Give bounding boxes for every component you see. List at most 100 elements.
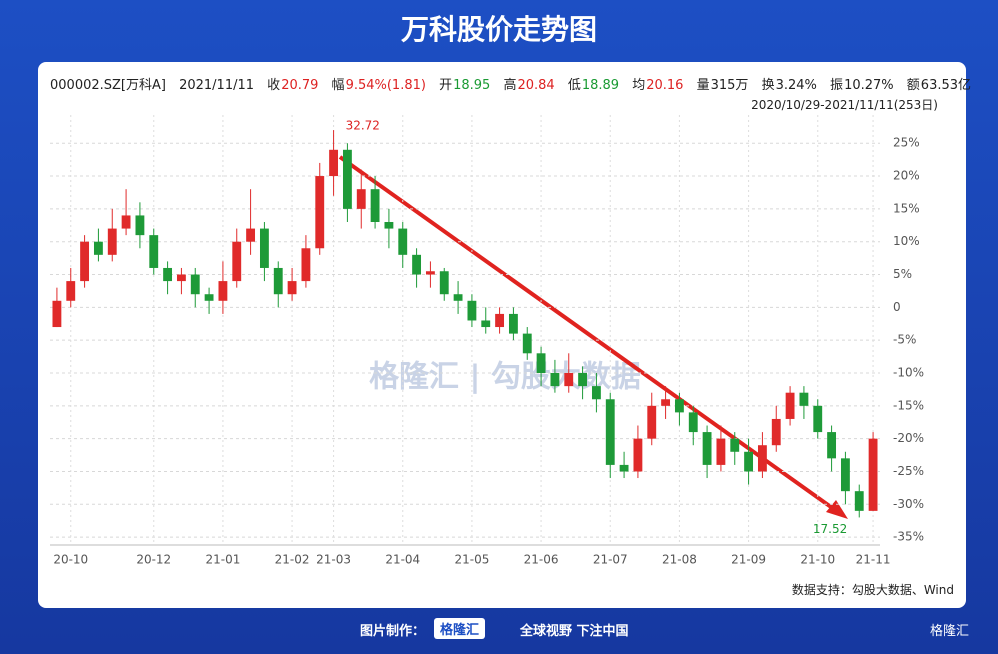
info: 换: [761, 78, 775, 93]
x-tick-label: 21-05: [454, 553, 489, 567]
candle-body: [135, 215, 145, 236]
info: 20.84: [517, 78, 555, 93]
candle-body: [329, 149, 339, 177]
candle-body: [522, 333, 532, 354]
y-tick-label: 15%: [893, 201, 920, 215]
candle-body: [66, 281, 76, 301]
candle-body: [342, 149, 352, 209]
candle-body: [204, 294, 214, 301]
x-tick-label: 21-06: [524, 553, 559, 567]
source: 数据支持：勾股大数据、Wind: [791, 583, 954, 597]
y-tick-label: -20%: [893, 431, 924, 445]
candle-body: [232, 241, 242, 282]
x-tick-label: 21-07: [593, 553, 628, 567]
y-tick-label: -25%: [893, 464, 924, 478]
candle-body: [840, 458, 850, 492]
info: 高: [503, 78, 517, 93]
candle-body: [564, 373, 574, 387]
candle-body: [605, 399, 615, 465]
candle-body: [854, 491, 864, 511]
brand: 格隆汇: [434, 618, 486, 639]
info: 低: [567, 78, 581, 93]
x-tick-label: 20-12: [136, 553, 171, 567]
candle-body: [716, 438, 726, 465]
candle-body: [176, 274, 186, 282]
info: 额: [906, 78, 920, 93]
info: 幅: [331, 78, 345, 93]
info: 000002.SZ[万科A]: [50, 78, 166, 93]
candle-body: [52, 300, 62, 328]
candle-body: [467, 300, 477, 321]
info: 18.89: [581, 78, 620, 93]
candle-body: [287, 281, 297, 295]
y-tick-label: -5%: [893, 333, 916, 347]
candle-body: [827, 432, 837, 459]
x-tick-label: 21-11: [856, 553, 891, 567]
trend-arrow: [338, 155, 840, 514]
candle-body: [799, 392, 809, 406]
made-by: 图片制作：: [360, 624, 426, 639]
candle-body: [107, 228, 117, 255]
date-range: 2020/10/29-2021/11/11(253日): [751, 98, 938, 112]
candle-body: [356, 189, 366, 209]
y-tick-label: 20%: [893, 169, 920, 183]
y-tick-label: 25%: [893, 136, 920, 150]
candle-body: [813, 405, 823, 433]
info: 315万: [710, 78, 749, 93]
slogan: 全球视野 下注中国: [520, 624, 629, 639]
candle-body: [190, 274, 200, 295]
candle-body: [93, 241, 103, 255]
info: 63.53亿: [920, 78, 972, 93]
candle-body: [273, 267, 283, 295]
candle-body: [80, 241, 90, 282]
annotation-high: 32.72: [346, 119, 380, 133]
info: 9.54%(1.81): [345, 78, 426, 93]
arrow-head: [826, 500, 848, 519]
y-tick-label: 5%: [893, 267, 912, 281]
x-tick-label: 20-10: [53, 553, 88, 567]
candle-body: [398, 228, 408, 255]
info: 10.27%: [844, 78, 894, 93]
candle-body: [771, 418, 781, 446]
panel: 000002.SZ[万科A] 2021/11/11 收20.79 幅9.54%(…: [38, 62, 971, 608]
candle-body: [370, 189, 380, 223]
info: 收: [267, 78, 281, 93]
candle-body: [315, 176, 325, 249]
title: 万科股价走势图: [400, 13, 597, 46]
info: 均: [632, 78, 646, 93]
y-tick-label: 10%: [893, 234, 920, 248]
candle-body: [259, 228, 269, 268]
x-tick-label: 21-03: [316, 553, 351, 567]
candle-body: [121, 215, 131, 229]
candle-body: [218, 281, 228, 301]
candle-body: [246, 228, 256, 242]
candle-body: [149, 235, 159, 268]
candle-body: [495, 313, 505, 328]
y-tick-label: -35%: [893, 530, 924, 544]
brand-watermark: 格隆汇: [930, 624, 970, 639]
y-tick-label: -30%: [893, 497, 924, 511]
info: 20.16: [646, 78, 684, 93]
candle-body: [453, 294, 463, 301]
candle-body: [688, 412, 698, 433]
info: 20.79: [281, 78, 319, 93]
info: 3.24%: [775, 78, 817, 93]
candle-body: [301, 248, 311, 282]
x-tick-label: 21-04: [385, 553, 420, 567]
candle-body: [425, 271, 435, 275]
candle-body: [163, 267, 173, 282]
candle-body: [508, 313, 518, 334]
x-tick-label: 21-01: [205, 553, 240, 567]
info: 量: [696, 78, 710, 93]
candle-body: [674, 399, 684, 413]
candle-body: [412, 254, 422, 275]
x-tick-label: 21-02: [275, 553, 310, 567]
annotation-low: 17.52: [813, 522, 847, 536]
y-tick-label: -10%: [893, 366, 924, 380]
candle-body: [578, 373, 588, 387]
candle-body: [647, 405, 657, 439]
y-tick-label: -15%: [893, 398, 924, 412]
x-tick-label: 21-08: [662, 553, 697, 567]
